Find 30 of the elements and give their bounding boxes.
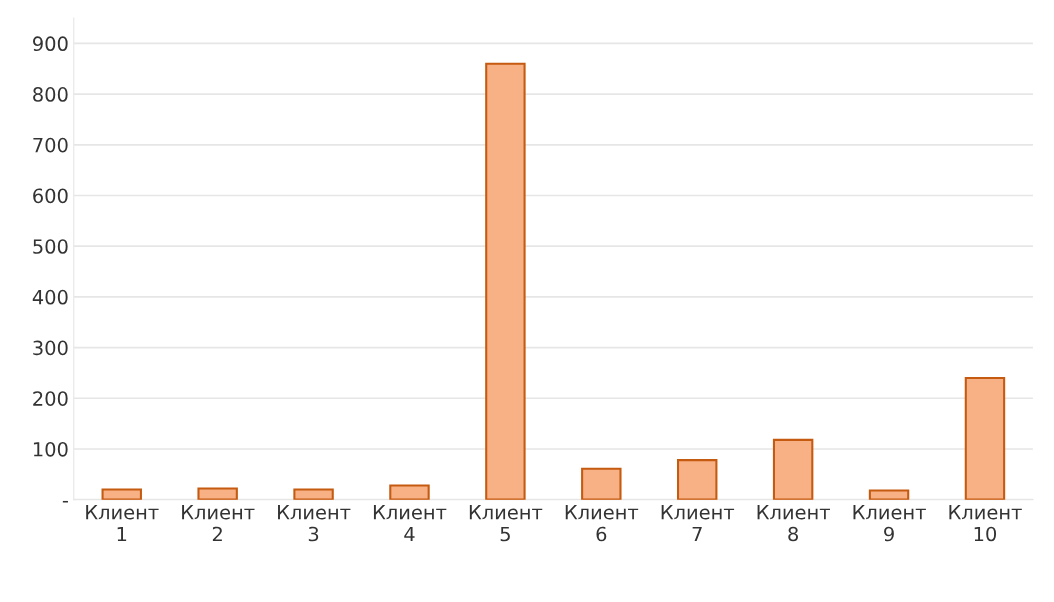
x-tick-label: Клиент 6 bbox=[565, 505, 639, 542]
bar bbox=[485, 62, 526, 500]
x-tick-label: Клиент 5 bbox=[469, 505, 543, 542]
y-tick-label: 700 bbox=[33, 137, 68, 153]
x-tick-label: Клиент 2 bbox=[182, 505, 255, 542]
y-tick-label: 600 bbox=[33, 188, 68, 204]
y-tick-label: 200 bbox=[33, 391, 68, 406]
y-tick-label: 400 bbox=[32, 289, 68, 305]
x-tick-label: Клиент 1 bbox=[86, 505, 159, 542]
x-tick-label: Клиент 9 bbox=[853, 505, 926, 542]
y-tick-label: 800 bbox=[33, 87, 68, 102]
x-tick-label: Клиент 4 bbox=[373, 505, 447, 542]
bar bbox=[197, 487, 238, 500]
y-tick-label: 300 bbox=[33, 340, 68, 356]
y-tick-label: 100 bbox=[33, 441, 68, 457]
y-tick-label: 500 bbox=[33, 239, 68, 254]
bar bbox=[964, 376, 1006, 500]
y-tick-label: 900 bbox=[33, 36, 68, 52]
bar bbox=[677, 459, 718, 500]
bar bbox=[868, 489, 910, 500]
x-tick-label: Клиент 7 bbox=[661, 505, 735, 542]
x-tick-label: Клиент 3 bbox=[278, 505, 351, 542]
x-tick-label: Клиент 8 bbox=[757, 505, 830, 542]
x-tick-label: Клиент 10 bbox=[949, 505, 1022, 542]
bar bbox=[389, 484, 430, 500]
y-tick-label: - bbox=[62, 500, 68, 503]
bar bbox=[101, 488, 142, 500]
bar bbox=[581, 467, 622, 500]
bar bbox=[293, 488, 334, 500]
bar bbox=[772, 438, 814, 500]
